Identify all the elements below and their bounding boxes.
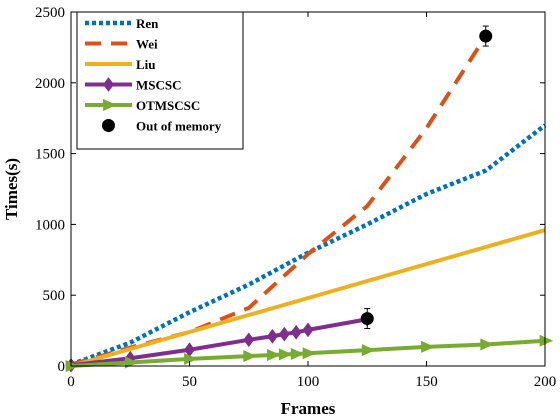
legend-item-out-of-memory: Out of memory (102, 119, 222, 134)
legend-label-out-of-memory: Out of memory (136, 119, 222, 134)
data-point-mscsc (290, 324, 302, 340)
y-tick-label: 2000 (35, 76, 65, 92)
data-point-otmscsc (184, 352, 198, 365)
series-mscsc (65, 311, 373, 373)
out-of-memory-point (479, 29, 493, 43)
x-tick-label: 150 (415, 374, 438, 390)
y-tick-label: 0 (58, 359, 66, 375)
data-point-otmscsc (539, 334, 554, 347)
data-point-otmscsc (243, 350, 257, 363)
legend-item-liu: Liu (85, 57, 156, 72)
legend-marker-otmscsc (103, 98, 117, 112)
x-tick-label: 0 (67, 374, 75, 390)
data-point-otmscsc (480, 338, 494, 351)
series-otmscsc (65, 334, 554, 373)
series-out-of-memory (360, 25, 493, 330)
series-line-wei (70, 34, 488, 367)
out-of-memory-point (360, 312, 374, 326)
data-point-otmscsc (124, 356, 139, 369)
series-liu (70, 228, 546, 368)
x-tick-label: 50 (182, 374, 197, 390)
data-point-otmscsc (302, 347, 317, 360)
data-point-otmscsc (290, 347, 305, 360)
legend-marker-out-of-memory (102, 119, 115, 132)
chart-marks (65, 25, 554, 373)
data-point-otmscsc (361, 344, 376, 357)
data-point-mscsc (243, 332, 255, 348)
x-tick-label: 100 (297, 374, 320, 390)
data-point-mscsc (266, 328, 278, 344)
legend-item-otmscsc: OTMSCSC (85, 98, 200, 113)
y-tick-label: 500 (43, 288, 66, 304)
x-axis-title: Frames (281, 399, 336, 418)
legend-label-otmscsc: OTMSCSC (136, 98, 200, 113)
series-line-liu (70, 228, 546, 368)
legend-label-liu: Liu (136, 57, 156, 72)
y-tick-label: 1500 (35, 147, 65, 163)
legend-item-ren: Ren (85, 16, 159, 31)
y-axis-title: Times(s) (2, 158, 21, 220)
data-point-otmscsc (278, 348, 293, 361)
data-point-otmscsc (421, 340, 435, 353)
legend-item-mscsc: MSCSC (85, 77, 182, 93)
legend-label-ren: Ren (136, 16, 159, 31)
legend-item-wei: Wei (85, 37, 158, 52)
x-tick-label: 200 (534, 374, 557, 390)
legend: Ren Wei Liu MSCSC OTMSCSC Out of memory (76, 11, 244, 150)
y-tick-label: 2500 (35, 5, 65, 21)
legend-label-wei: Wei (136, 37, 158, 52)
data-point-otmscsc (267, 348, 281, 361)
y-tick-label: 1000 (35, 217, 65, 233)
legend-marker-mscsc (103, 77, 114, 92)
series-wei (70, 34, 488, 367)
data-point-mscsc (278, 326, 290, 342)
legend-label-mscsc: MSCSC (136, 78, 182, 93)
data-point-mscsc (302, 322, 314, 338)
